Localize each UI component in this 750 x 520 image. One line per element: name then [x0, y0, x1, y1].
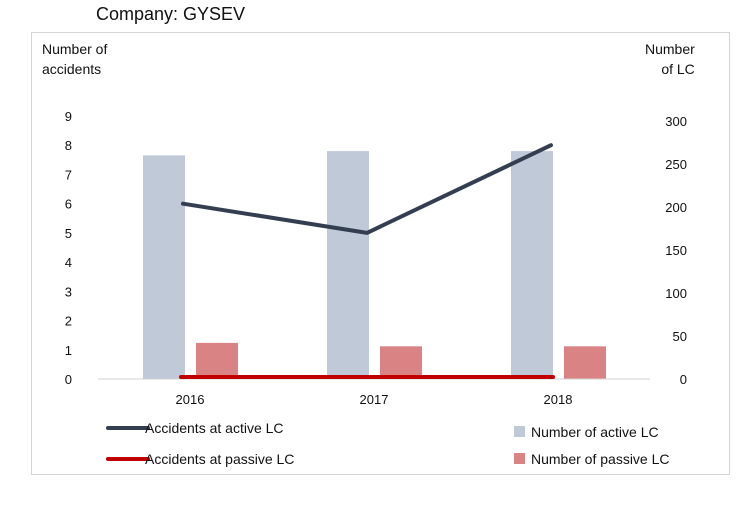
x-tick-label: 2016: [176, 392, 205, 407]
left-tick-label: 8: [65, 138, 72, 153]
left-axis-title-line-2: accidents: [42, 61, 102, 77]
right-tick-label: 100: [665, 286, 687, 301]
left-axis-title: Number of accidents: [42, 39, 107, 79]
left-tick-label: 6: [65, 197, 72, 212]
left-tick-label: 2: [65, 314, 72, 329]
right-tick-label: 300: [665, 114, 687, 129]
bar-active-lc: [143, 155, 185, 379]
right-tick-label: 200: [665, 200, 687, 215]
bar-active-lc: [327, 151, 369, 379]
right-axis-title-line-2: of LC: [661, 61, 695, 77]
legend-number-active-lc-swatch: [514, 426, 525, 437]
right-axis-title: Number of LC: [645, 39, 695, 79]
right-tick-label: 150: [665, 243, 687, 258]
left-tick-label: 1: [65, 343, 72, 358]
bar-passive-lc: [196, 342, 238, 379]
left-tick-label: 9: [65, 109, 72, 124]
x-tick-label: 2018: [544, 392, 573, 407]
left-tick-label: 5: [65, 226, 72, 241]
legend-number-passive-lc-swatch: [514, 453, 525, 464]
legend-number-active-lc-label: Number of active LC: [531, 424, 659, 440]
left-tick-label: 7: [65, 167, 72, 182]
legend-accidents-active-lc-label: Accidents at active LC: [145, 420, 284, 436]
page-title: Company: GYSEV: [96, 4, 246, 24]
x-tick-label: 2017: [360, 392, 389, 407]
bar-active-lc: [511, 151, 553, 379]
legend-accidents-passive-lc-label: Accidents at passive LC: [145, 451, 294, 467]
right-axis-title-line-1: Number: [645, 41, 695, 57]
legend-number-passive-lc-label: Number of passive LC: [531, 451, 670, 467]
right-tick-label: 0: [680, 372, 687, 387]
bar-passive-lc: [564, 346, 606, 379]
left-tick-label: 0: [65, 372, 72, 387]
right-tick-label: 250: [665, 157, 687, 172]
left-axis-title-line-1: Number of: [42, 41, 108, 57]
bar-passive-lc: [380, 346, 422, 379]
left-tick-label: 3: [65, 284, 72, 299]
right-tick-label: 50: [673, 329, 687, 344]
line-accidents-active-lc: [181, 143, 553, 235]
left-tick-label: 4: [65, 255, 72, 270]
